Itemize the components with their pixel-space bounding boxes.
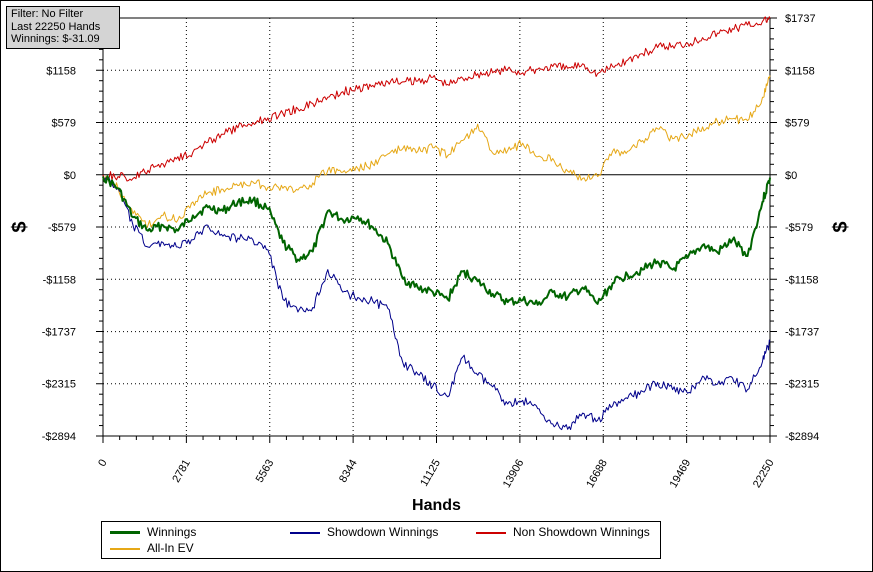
- legend-swatch: [476, 531, 506, 534]
- y-tick-label-right: -$2894: [785, 431, 819, 443]
- y-tick-label-right: -$1158: [785, 274, 818, 286]
- x-tick-label: 16688: [584, 458, 610, 490]
- legend-label: Non Showdown Winnings: [513, 525, 650, 539]
- winnings-text: Winnings: $-31.09: [11, 33, 100, 45]
- legend-label: Showdown Winnings: [327, 525, 439, 539]
- series-line-showdown-winnings: [102, 176, 771, 431]
- y-tick-label-left: -$2894: [42, 431, 76, 443]
- y-tick-label-right: -$2315: [785, 379, 819, 391]
- y-tick-label-left: $0: [64, 170, 76, 182]
- x-tick-label: 11125: [418, 458, 443, 489]
- y-tick-label-right: -$1737: [785, 327, 819, 339]
- series-line-winnings: [102, 175, 771, 307]
- legend-swatch: [110, 547, 140, 550]
- x-tick-label: 2781: [170, 458, 193, 485]
- chart-legend: Winnings Showdown Winnings Non Showdown Wi…: [101, 521, 661, 559]
- y-tick-label-right: $1158: [785, 65, 815, 77]
- y-tick-label-right: $579: [785, 118, 809, 130]
- y-tick-label-left: -$579: [48, 222, 76, 234]
- legend-item: Showdown Winnings: [290, 524, 438, 540]
- x-tick-label: 13906: [501, 458, 527, 490]
- x-tick-label: 19469: [668, 458, 694, 490]
- y-tick-label-left: $579: [52, 118, 76, 130]
- y-axis-title-right: $: [830, 221, 852, 232]
- legend-label: Winnings: [147, 525, 197, 539]
- legend-item: All-In EV: [110, 540, 194, 556]
- y-tick-label-left: -$2315: [42, 379, 76, 391]
- legend-item: Non Showdown Winnings: [476, 524, 650, 540]
- x-tick-label: 0: [96, 458, 109, 469]
- filter-text: Filter: No Filter: [11, 8, 84, 20]
- x-tick-label: 5563: [254, 458, 277, 485]
- x-tick-label: 8344: [337, 458, 360, 485]
- legend-item: Winnings: [110, 524, 196, 540]
- y-tick-label-left: -$1158: [43, 274, 76, 286]
- legend-swatch: [110, 531, 140, 535]
- y-tick-label-left: $1158: [46, 65, 76, 77]
- hands-count-text: Last 22250 Hands: [11, 20, 101, 33]
- y-tick-label-right: $1737: [785, 13, 816, 25]
- series-line-all-in-ev: [102, 75, 771, 229]
- legend-swatch: [290, 531, 320, 534]
- y-tick-label-right: $0: [785, 170, 797, 182]
- series-line-non-showdown-winnings: [102, 16, 771, 182]
- y-tick-label-right: -$579: [785, 222, 813, 234]
- x-axis-title: Hands: [412, 497, 461, 514]
- y-axis-title-left: $: [9, 221, 31, 232]
- x-tick-label: 22250: [751, 458, 777, 490]
- legend-label: All-In EV: [147, 541, 194, 555]
- filter-info-box: Filter: No Filter Last 22250 Hands Winni…: [6, 6, 120, 49]
- y-tick-label-left: -$1737: [42, 327, 76, 339]
